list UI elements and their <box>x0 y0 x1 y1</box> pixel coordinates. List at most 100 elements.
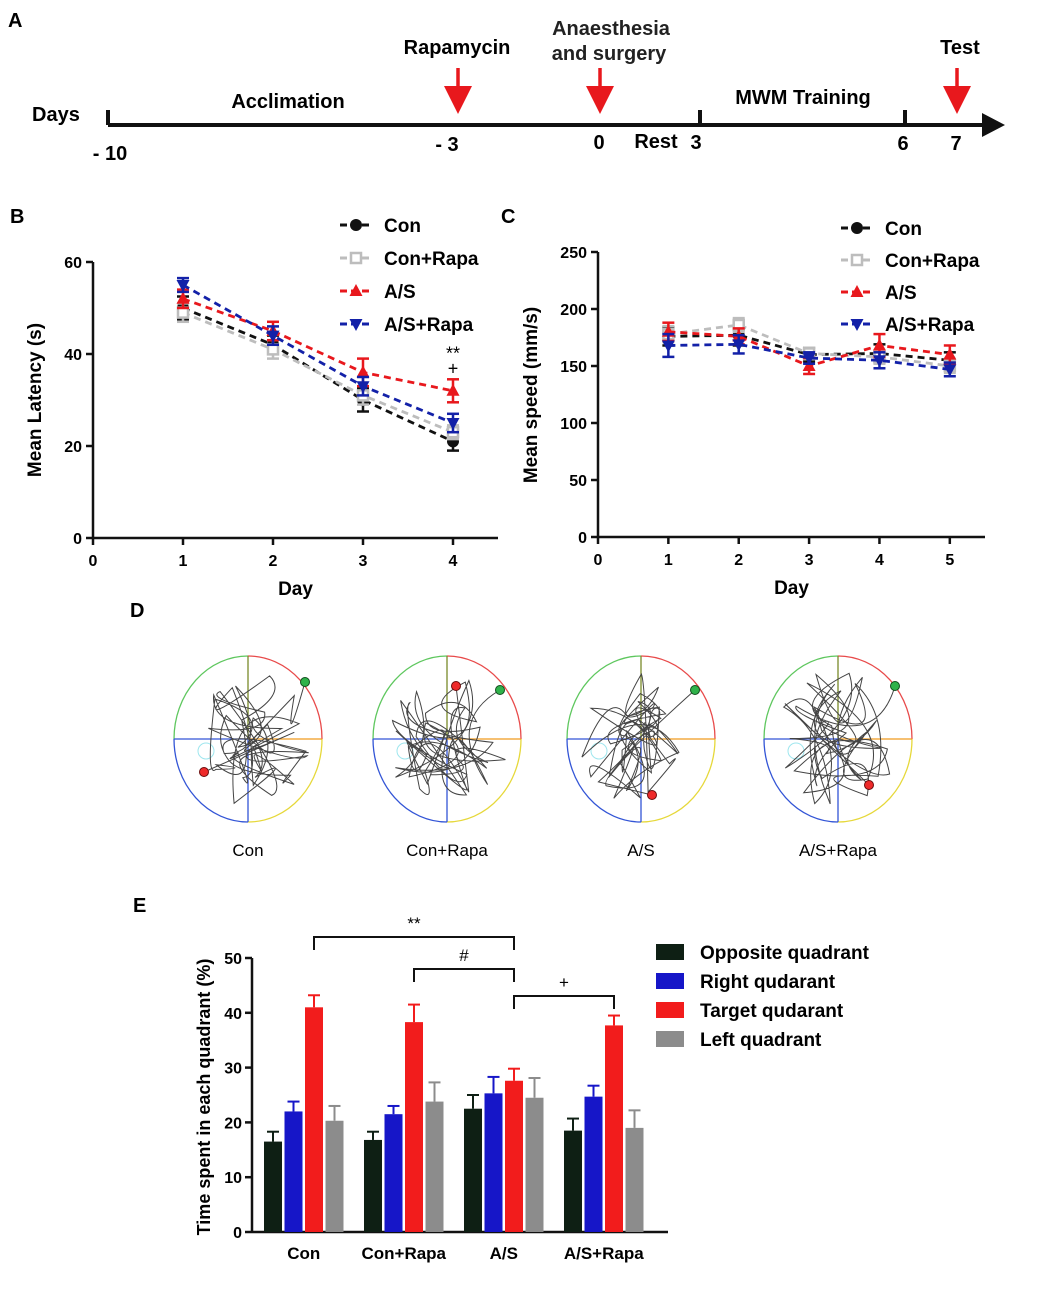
x-tick-label: 4 <box>449 553 458 570</box>
legend-swatch <box>656 1031 684 1047</box>
data-point <box>802 353 816 366</box>
x-tick-label: 0 <box>89 553 98 570</box>
group-label: A/S+Rapa <box>799 841 878 860</box>
series-line-3 <box>182 283 454 425</box>
panel-label-d: D <box>130 600 144 622</box>
data-point <box>356 381 370 394</box>
y-tick-label: 150 <box>560 359 587 376</box>
end-marker <box>199 767 209 777</box>
timeline-tick-label: - 10 <box>93 143 127 165</box>
start-marker <box>890 681 900 691</box>
bar <box>505 1080 523 1232</box>
bar <box>605 1025 623 1232</box>
platform-location <box>197 742 215 760</box>
platform-location <box>590 742 608 760</box>
y-tick-label: 40 <box>224 1006 242 1023</box>
legend-label: Con+Rapa <box>384 249 479 270</box>
x-tick-label: 2 <box>269 553 278 570</box>
legend-label: Con+Rapa <box>885 251 980 272</box>
legend-marker <box>850 253 864 267</box>
event-surgery-line1: Anaesthesia <box>552 18 671 40</box>
legend-marker <box>349 319 363 331</box>
timeline-rest-label: Rest <box>634 131 678 153</box>
bar <box>264 1141 282 1232</box>
bar <box>564 1130 582 1232</box>
end-marker <box>451 681 461 691</box>
bar <box>325 1120 344 1232</box>
significance-bracket <box>413 968 515 982</box>
bar <box>625 1127 644 1232</box>
swim-path <box>391 679 506 796</box>
legend-swatch <box>656 944 684 960</box>
y-tick-label: 60 <box>64 255 82 272</box>
legend-label: Right qudarant <box>700 972 836 993</box>
y-tick-label: 0 <box>233 1225 242 1242</box>
x-tick-label: Con <box>287 1244 320 1263</box>
phase-mwm-training: MWM Training <box>735 87 871 109</box>
legend-swatch <box>656 1002 684 1018</box>
y-axis-label: Mean Latency (s) <box>25 323 46 477</box>
pool-quadrant-arc <box>372 655 448 740</box>
end-marker <box>647 790 657 800</box>
legend-label: A/S+Rapa <box>885 315 975 336</box>
bar <box>584 1096 603 1232</box>
pool-quadrant-arc <box>247 738 323 823</box>
y-tick-label: 20 <box>224 1115 242 1132</box>
group-label: Con+Rapa <box>406 841 488 860</box>
swim-path <box>581 672 696 799</box>
y-tick-label: 20 <box>64 439 82 456</box>
panel-a-timeline: A Days Acclimation MWM Training Rapamyci… <box>8 10 1005 165</box>
timeline-days-label: Days <box>32 104 80 126</box>
y-tick-label: 50 <box>569 473 587 490</box>
y-tick-label: 100 <box>560 416 587 433</box>
data-point <box>446 383 460 396</box>
pool-quadrant-arc <box>837 655 913 740</box>
y-tick-label: 0 <box>578 530 587 547</box>
x-tick-label: A/S <box>490 1244 518 1263</box>
bar <box>384 1114 403 1232</box>
legend-label: Con <box>384 216 421 237</box>
x-axis-label: Day <box>774 578 809 599</box>
legend-marker <box>350 219 362 231</box>
pool-quadrant-arc <box>566 655 642 740</box>
bar <box>425 1101 444 1232</box>
significance-mark: + <box>448 358 459 378</box>
data-point <box>732 339 746 352</box>
legend-marker <box>349 284 363 296</box>
panel-c-speed-chart: C 0 50 100 150 200 250 0 1 2 3 4 5 Day Mean speed (mm… <box>501 206 985 599</box>
pool-quadrant-arc <box>566 738 642 823</box>
pool-quadrant-arc <box>640 738 716 823</box>
swim-path <box>203 675 309 805</box>
legend-marker <box>850 285 864 297</box>
swim-path <box>782 672 896 805</box>
group-label: A/S <box>627 841 654 860</box>
phase-acclimation: Acclimation <box>231 91 344 113</box>
start-marker <box>300 677 310 687</box>
data-point <box>943 364 957 377</box>
series-line-1 <box>182 311 454 434</box>
x-tick-label: 3 <box>359 553 368 570</box>
panel-label-a: A <box>8 10 22 32</box>
legend-label: Target qudarant <box>700 1001 844 1022</box>
timeline-tick-label: 3 <box>690 132 701 154</box>
y-tick-label: 0 <box>73 531 82 548</box>
y-axis-label: Time spent in each quadrant (%) <box>194 959 214 1236</box>
significance-mark: + <box>559 973 569 992</box>
significance-mark: # <box>459 946 469 965</box>
event-rapamycin: Rapamycin <box>404 37 511 59</box>
panel-label-c: C <box>501 206 515 228</box>
legend-marker <box>349 251 363 265</box>
pool-quadrant-arc <box>247 655 323 740</box>
x-tick-label: 1 <box>664 552 673 569</box>
y-tick-label: 40 <box>64 347 82 364</box>
legend-label: A/S <box>885 283 917 304</box>
x-axis-label: Day <box>278 579 313 600</box>
y-tick-label: 250 <box>560 245 587 262</box>
data-point <box>266 330 280 343</box>
legend-label: A/S+Rapa <box>384 315 474 336</box>
pool-quadrant-arc <box>372 738 448 823</box>
legend-label: Opposite quadrant <box>700 943 870 964</box>
timeline-tick-label: 0 <box>593 132 604 154</box>
data-point <box>872 338 886 351</box>
